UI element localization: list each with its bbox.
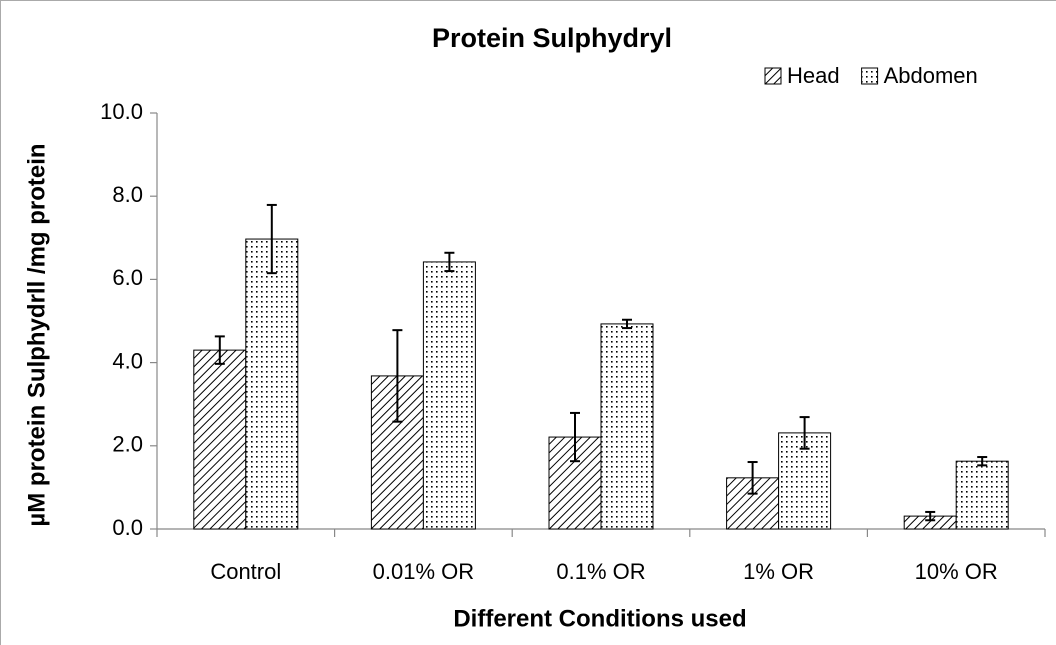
- x-tick-label: 1% OR: [743, 559, 814, 584]
- error-bar: [444, 251, 455, 273]
- bar: [245, 238, 299, 530]
- chart-title: Protein Sulphydryl: [432, 23, 672, 53]
- error-bar: [925, 510, 936, 522]
- y-tick-label: 2.0: [112, 432, 143, 457]
- bar: [600, 323, 654, 530]
- x-tick-label: Control: [210, 559, 281, 584]
- legend-swatch: [861, 67, 879, 85]
- bar: [193, 349, 247, 530]
- x-tick-label: 0.1% OR: [556, 559, 645, 584]
- y-tick-label: 0.0: [112, 515, 143, 540]
- legend-label: Abdomen: [884, 63, 978, 88]
- y-tick-label: 8.0: [112, 182, 143, 207]
- legend-label: Head: [787, 63, 840, 88]
- error-bar: [799, 416, 810, 450]
- bar: [955, 460, 1009, 530]
- error-bar: [570, 411, 580, 463]
- y-tick-label: 6.0: [112, 265, 143, 290]
- error-bar: [266, 203, 277, 275]
- y-axis-label: µM protein Sulphydrll /mg protein: [23, 143, 50, 526]
- legend-swatch: [764, 67, 782, 85]
- x-axis-label: Different Conditions used: [453, 605, 746, 632]
- y-tick-label: 4.0: [112, 348, 143, 373]
- error-bar: [214, 335, 225, 365]
- bar: [422, 261, 476, 530]
- error-bar: [747, 461, 758, 495]
- x-tick-label: 0.01% OR: [373, 559, 475, 584]
- x-tick-label: 10% OR: [915, 559, 998, 584]
- error-bar: [392, 329, 403, 423]
- error-bar: [622, 318, 632, 330]
- error-bar: [977, 456, 988, 467]
- y-tick-label: 10.0: [100, 99, 143, 124]
